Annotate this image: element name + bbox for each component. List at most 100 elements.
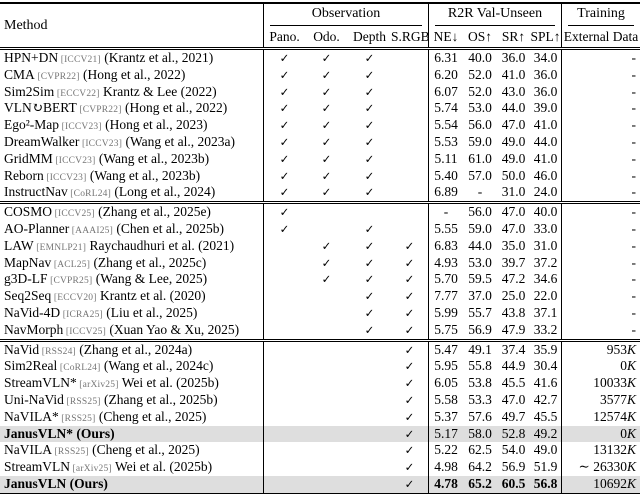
citation: (Wang et al., 2023a) bbox=[122, 133, 235, 149]
depth-check bbox=[348, 476, 391, 493]
ne-value: 6.31 bbox=[428, 50, 463, 67]
citation: (Zhang et al., 2025e) bbox=[94, 204, 211, 220]
venue-tag: [ICCV25] bbox=[63, 326, 106, 337]
citation: (Wang et al., 2023b) bbox=[86, 167, 201, 183]
spl-value: 44.0 bbox=[533, 133, 558, 149]
srgb-check bbox=[391, 67, 428, 84]
venue-tag: [RSS25] bbox=[58, 413, 96, 424]
venue-tag: [RSS25] bbox=[63, 396, 101, 407]
table-row: COSMO [ICCV25] (Zhang et al., 2025e) ✓ -… bbox=[0, 204, 640, 221]
citation: (Cheng et al., 2025) bbox=[95, 408, 207, 424]
col-header-odo: Odo. bbox=[313, 29, 340, 44]
ne-value: 5.40 bbox=[428, 167, 463, 185]
odo-check bbox=[305, 221, 348, 238]
ne-value: 5.11 bbox=[428, 150, 463, 168]
table-row: Uni-NaVid [RSS25] (Zhang et al., 2025b) … bbox=[0, 391, 640, 409]
venue-tag: [CVPR25] bbox=[47, 276, 93, 287]
spl-value: 51.9 bbox=[533, 459, 558, 475]
sr-value: 47.0 bbox=[501, 220, 526, 236]
pano-check bbox=[263, 442, 305, 460]
odo-check bbox=[305, 392, 348, 409]
venue-tag: [arXiv25] bbox=[69, 464, 112, 475]
citation: (Krantz et al., 2021) bbox=[100, 50, 214, 65]
citation: (Long et al., 2024) bbox=[110, 184, 216, 200]
ne-value: 5.58 bbox=[428, 391, 463, 409]
spl-value: 33.2 bbox=[533, 321, 558, 337]
odo-check: ✓ bbox=[321, 255, 332, 270]
spl-value: 39.0 bbox=[533, 100, 558, 116]
citation: (Wang & Lee, 2025) bbox=[92, 271, 208, 287]
external-data-value: - bbox=[561, 304, 640, 322]
method-cell: StreamVLN [arXiv25] Wei et al. (2025b) bbox=[0, 459, 263, 476]
method-name: DreamWalker bbox=[4, 133, 80, 149]
odo-check bbox=[305, 342, 348, 359]
srgb-check: ✓ bbox=[404, 305, 415, 320]
pano-check: ✓ bbox=[263, 167, 305, 185]
method-name: HPN+DN bbox=[4, 50, 59, 65]
venue-tag: [ICCV23] bbox=[52, 155, 96, 166]
sr-value: 43.8 bbox=[501, 304, 526, 320]
depth-check bbox=[348, 459, 391, 476]
method-name: NaVILA* bbox=[4, 408, 59, 424]
method-name: Seq2Seq bbox=[4, 288, 52, 304]
table-row: GridMM [ICCV23] (Wang et al., 2023b) ✓ ✓… bbox=[0, 150, 640, 168]
spl-value: 42.7 bbox=[533, 391, 558, 407]
spl-value: 36.0 bbox=[533, 83, 558, 99]
pano-check: ✓ bbox=[263, 117, 305, 134]
sr-value: 43.0 bbox=[501, 83, 526, 99]
sr-value: 31.0 bbox=[501, 184, 526, 200]
method-cell: MapNav [ACL25] (Zhang et al., 2025c) bbox=[0, 255, 263, 272]
depth-check bbox=[348, 392, 391, 409]
external-data-value: 0K bbox=[561, 358, 640, 376]
srgb-check bbox=[391, 117, 428, 134]
method-cell: NaVILA* [RSS25] (Cheng et al., 2025) bbox=[0, 409, 263, 426]
os-value: 40.0 bbox=[468, 50, 492, 65]
observation-group-header: Observation bbox=[263, 4, 428, 27]
method-cell: DreamWalker [ICCV23] (Wang et al., 2023a… bbox=[0, 134, 263, 151]
method-name: NavMorph bbox=[4, 321, 64, 337]
method-cell: NaVid-4D [ICRA25] (Liu et al., 2025) bbox=[0, 305, 263, 322]
spl-value: 31.0 bbox=[533, 237, 558, 253]
sr-value: 37.4 bbox=[501, 341, 526, 357]
odo-check: ✓ bbox=[321, 118, 332, 133]
table-row: CMA [CVPR22] (Hong et al., 2022) ✓ ✓ ✓ 6… bbox=[0, 66, 640, 84]
os-value: 44.0 bbox=[468, 237, 492, 253]
srgb-check: ✓ bbox=[404, 322, 415, 337]
ne-value: 6.07 bbox=[428, 83, 463, 101]
method-cell: Uni-NaVid [RSS25] (Zhang et al., 2025b) bbox=[0, 392, 263, 409]
method-name: Reborn bbox=[4, 167, 44, 183]
ne-value: 4.78 bbox=[428, 475, 463, 493]
pano-check bbox=[263, 288, 305, 305]
table-row: NaVILA* [RSS25] (Cheng et al., 2025) ✓ 5… bbox=[0, 408, 640, 426]
sr-value: 52.8 bbox=[501, 425, 526, 441]
table-body: HPN+DN [ICCV21] (Krantz et al., 2021) ✓ … bbox=[0, 50, 640, 495]
citation: (Zhang et al., 2025b) bbox=[100, 391, 218, 407]
training-group-label: Training bbox=[568, 4, 634, 26]
external-data-value: - bbox=[561, 150, 640, 168]
srgb-check bbox=[391, 184, 428, 201]
external-data-value: - bbox=[561, 133, 640, 151]
citation: Wei et al. (2025b) bbox=[111, 459, 213, 475]
os-value: 59.5 bbox=[468, 271, 492, 287]
citation: Krantz et al. (2020) bbox=[96, 288, 206, 304]
depth-check: ✓ bbox=[364, 255, 375, 270]
srgb-check: ✓ bbox=[404, 238, 415, 253]
venue-tag: [AAAI25] bbox=[69, 225, 113, 236]
ne-value: 5.22 bbox=[428, 442, 463, 460]
ne-value: 5.75 bbox=[428, 321, 463, 339]
venue-tag: [ECCV22] bbox=[54, 88, 100, 99]
venue-tag: [ICCV25] bbox=[52, 209, 95, 220]
citation: Raychaudhuri et al. (2021) bbox=[86, 237, 235, 253]
method-cell: VLN↻BERT [CVPR22] (Hong et al., 2022) bbox=[0, 100, 263, 117]
method-name: NaVILA bbox=[4, 442, 52, 458]
table-row: LAW [EMNLP21] Raychaudhuri et al. (2021)… bbox=[0, 237, 640, 255]
spl-value: 56.8 bbox=[533, 475, 558, 491]
sr-value: 49.7 bbox=[501, 408, 526, 424]
ne-value: 4.93 bbox=[428, 254, 463, 272]
depth-check: ✓ bbox=[364, 151, 375, 166]
external-data-value: - bbox=[561, 100, 640, 118]
table-row: StreamVLN [arXiv25] Wei et al. (2025b) ✓… bbox=[0, 459, 640, 476]
srgb-check: ✓ bbox=[404, 426, 415, 441]
external-data-value: - bbox=[561, 83, 640, 101]
